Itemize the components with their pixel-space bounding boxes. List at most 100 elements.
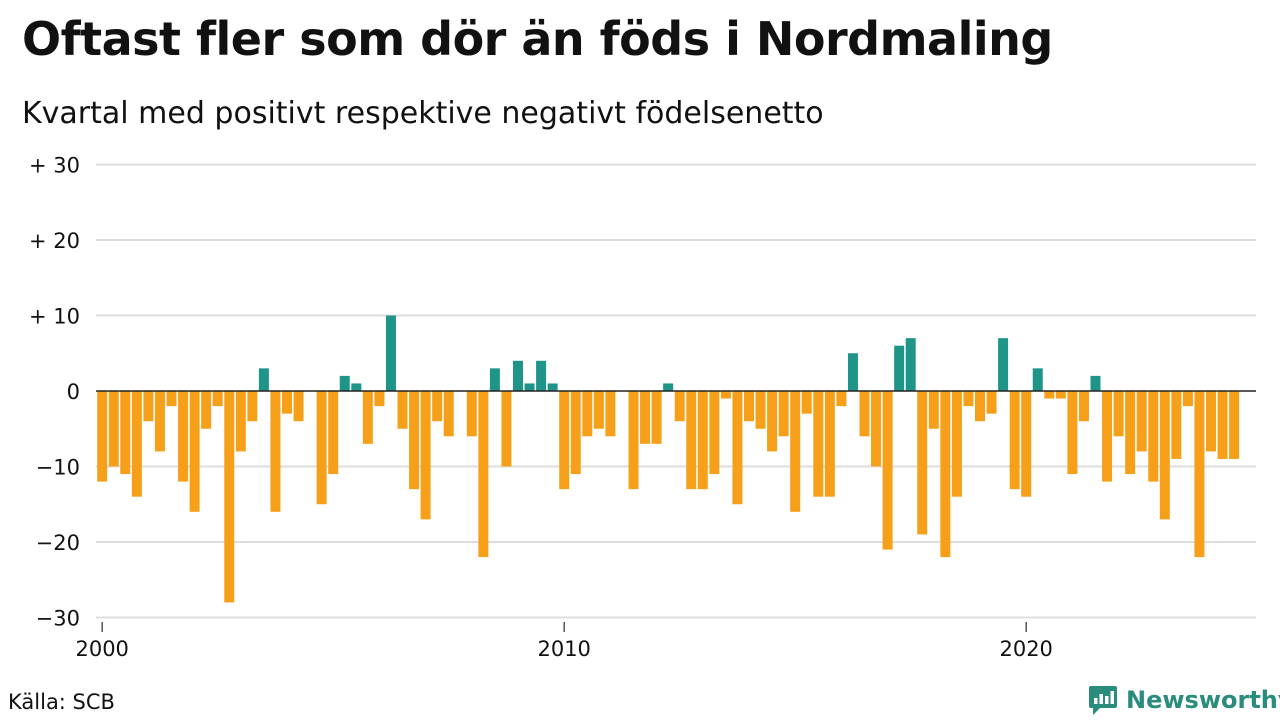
bar (1194, 391, 1205, 558)
bar (836, 391, 847, 407)
bar (894, 345, 905, 391)
bar (385, 315, 396, 391)
bar (686, 391, 697, 490)
bar (524, 383, 535, 391)
bar (1078, 391, 1089, 422)
bar (212, 391, 223, 407)
bar (720, 391, 731, 399)
bar (847, 353, 858, 391)
bar (998, 338, 1009, 391)
bar (547, 383, 558, 391)
bar (1182, 391, 1193, 407)
bar (131, 391, 142, 497)
bar (917, 391, 928, 535)
bar (1102, 391, 1113, 482)
bar (247, 391, 258, 422)
bar (362, 391, 373, 444)
bar (813, 391, 824, 497)
bar (108, 391, 119, 467)
bar (1067, 391, 1078, 475)
bar (801, 391, 812, 414)
newsworthy-logo-icon (1089, 686, 1117, 715)
bar (651, 391, 662, 444)
bar (270, 391, 281, 512)
bar (374, 391, 385, 407)
bar (501, 391, 512, 467)
bar (478, 391, 489, 558)
bar (1136, 391, 1147, 452)
gridlines (96, 163, 1256, 619)
bar (663, 383, 674, 391)
bar (1217, 391, 1228, 459)
bar (1113, 391, 1124, 437)
bar (339, 375, 350, 391)
bar (420, 391, 431, 520)
bar (143, 391, 154, 422)
bar (432, 391, 443, 422)
bar (593, 391, 604, 429)
bar (1125, 391, 1136, 475)
bar (258, 368, 269, 391)
x-tick-label: 2020 (999, 637, 1052, 661)
bar (559, 391, 570, 490)
bar (744, 391, 754, 422)
y-tick-label: + 20 (29, 229, 80, 253)
bar (674, 391, 685, 422)
bar (940, 391, 951, 558)
bar (986, 391, 997, 414)
bar (282, 391, 292, 414)
bar (975, 391, 985, 422)
chart-title: Oftast fler som dör än föds i Nordmaling (22, 12, 1053, 66)
bar (778, 391, 789, 437)
bar (582, 391, 593, 437)
bar (189, 391, 200, 512)
bar (951, 391, 962, 497)
bar (859, 391, 870, 437)
bar (628, 391, 639, 490)
bar (328, 391, 339, 475)
bar (1009, 391, 1020, 490)
bar (697, 391, 708, 490)
bar (235, 391, 246, 452)
bar (1021, 391, 1032, 497)
bar (755, 391, 766, 429)
bar (605, 391, 616, 437)
bar (178, 391, 189, 482)
bar (1032, 368, 1043, 391)
bar (1206, 391, 1216, 452)
bar (201, 391, 212, 429)
bar (154, 391, 165, 452)
bars (97, 315, 1240, 603)
y-tick-label: + 30 (29, 154, 80, 178)
bar (1148, 391, 1159, 482)
bar (466, 391, 477, 437)
bar (871, 391, 882, 467)
y-tick-label: 0 (67, 380, 80, 404)
bar (166, 391, 177, 407)
bar (928, 391, 939, 429)
chart-subtitle: Kvartal med positivt respektive negativt… (22, 96, 824, 131)
bar (409, 391, 420, 490)
y-tick-label: −30 (36, 607, 80, 631)
bar (1171, 391, 1182, 459)
bar (513, 360, 523, 391)
newsworthy-brand: Newsworthy (1088, 684, 1280, 716)
bar (709, 391, 720, 475)
bar (1090, 375, 1101, 391)
bar (120, 391, 131, 475)
bar (1229, 391, 1240, 459)
bar (963, 391, 974, 407)
bar (397, 391, 408, 429)
bar (224, 391, 235, 603)
bar (293, 391, 304, 422)
brand-name: Newsworthy (1126, 686, 1280, 714)
bar (1159, 391, 1170, 520)
bar (1044, 391, 1055, 399)
bar (351, 383, 362, 391)
source-note: Källa: SCB (8, 690, 115, 714)
bar (732, 391, 743, 505)
bar (536, 360, 547, 391)
y-tick-label: −10 (36, 456, 80, 480)
bar (97, 391, 108, 482)
